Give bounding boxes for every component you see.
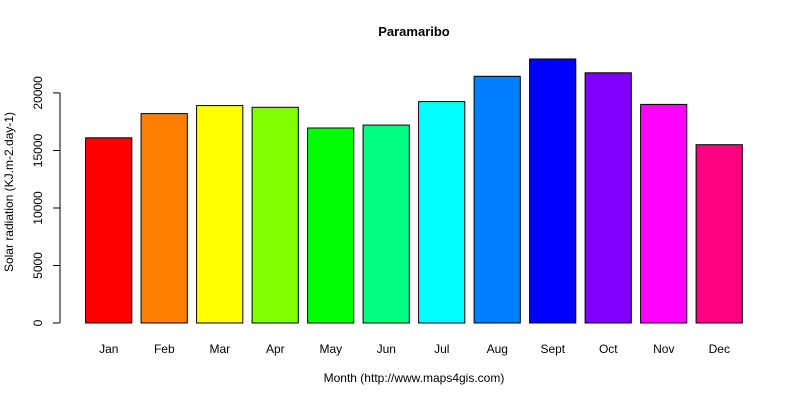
bar-jan bbox=[85, 137, 133, 324]
y-tick-label: 5000 bbox=[31, 252, 45, 279]
x-tick-label: Mar bbox=[209, 342, 230, 356]
y-tick-label: 10000 bbox=[31, 191, 45, 225]
x-tick-label: Jan bbox=[99, 342, 118, 356]
x-tick-label: May bbox=[319, 342, 342, 356]
bar-sept bbox=[529, 58, 577, 324]
bar-nov bbox=[640, 103, 688, 324]
x-tick-label: Sept bbox=[540, 342, 565, 356]
x-tick-label: Apr bbox=[266, 342, 285, 356]
bar-jul bbox=[418, 101, 466, 324]
x-tick-label: Dec bbox=[709, 342, 730, 356]
bar-apr bbox=[251, 106, 299, 324]
x-tick-label: Feb bbox=[154, 342, 175, 356]
y-axis-title: Solar radiation (KJ.m-2.day-1) bbox=[2, 112, 16, 272]
bar-mar bbox=[196, 105, 244, 324]
bar-dec bbox=[695, 144, 743, 324]
bar-feb bbox=[140, 113, 188, 324]
x-tick-label: Aug bbox=[487, 342, 508, 356]
x-tick-label: Oct bbox=[599, 342, 618, 356]
y-tick-label: 0 bbox=[31, 319, 45, 326]
x-tick-label: Nov bbox=[653, 342, 674, 356]
chart-title: Paramaribo bbox=[378, 24, 450, 39]
bar-oct bbox=[584, 72, 632, 324]
y-tick-label: 20000 bbox=[31, 76, 45, 110]
y-tick-label: 15000 bbox=[31, 133, 45, 167]
bar-aug bbox=[473, 75, 521, 324]
x-tick-label: Jun bbox=[377, 342, 396, 356]
x-axis-title: Month (http://www.maps4gis.com) bbox=[324, 371, 505, 385]
x-tick-label: Jul bbox=[434, 342, 449, 356]
x-axis-labels: Jan Feb Mar Apr May Jun Jul Aug Sept Oct Nov Dec bbox=[99, 342, 730, 356]
y-axis: 0 5000 10000 15000 20000 bbox=[31, 76, 61, 326]
bars-group bbox=[85, 58, 743, 324]
bar-jun bbox=[362, 124, 410, 324]
bar-may bbox=[307, 127, 355, 324]
